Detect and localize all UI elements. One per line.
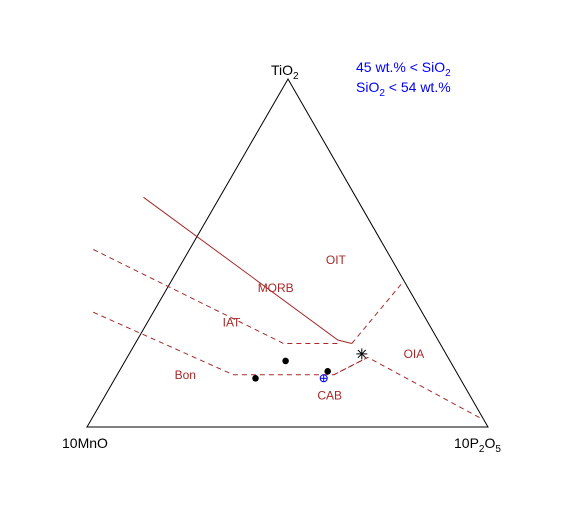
condition-line-2: SiO2 < 54 wt.%	[356, 79, 451, 99]
field-label-cab: CAB	[317, 389, 342, 403]
data-point-2	[324, 368, 332, 375]
field-labels: OIT MORB IAT OIA Bon CAB	[175, 253, 425, 403]
data-point-0	[252, 375, 259, 382]
apex-label-right: 10P2O5	[454, 435, 501, 455]
boundary-line-0	[143, 196, 352, 344]
apex-label-top: TiO2	[271, 62, 299, 82]
data-points	[252, 348, 368, 383]
field-label-oit: OIT	[326, 253, 347, 267]
boundary-line-3	[92, 311, 485, 421]
data-point-1	[282, 357, 289, 365]
triangle-frame	[86, 77, 489, 428]
field-boundaries	[92, 196, 485, 421]
apex-label-left: 10MnO	[62, 435, 108, 451]
field-label-morb: MORB	[258, 281, 294, 295]
boundary-line-2	[351, 280, 405, 344]
condition-line-1: 45 wt.% < SiO2	[356, 59, 451, 79]
boundary-line-1	[93, 249, 340, 344]
data-point-plus-circle	[319, 374, 328, 383]
boundary-line-4	[333, 356, 369, 376]
data-point-asterisk	[356, 348, 368, 360]
field-label-bon: Bon	[175, 368, 196, 382]
field-label-oia: OIA	[404, 347, 425, 361]
field-label-iat: IAT	[223, 316, 241, 330]
